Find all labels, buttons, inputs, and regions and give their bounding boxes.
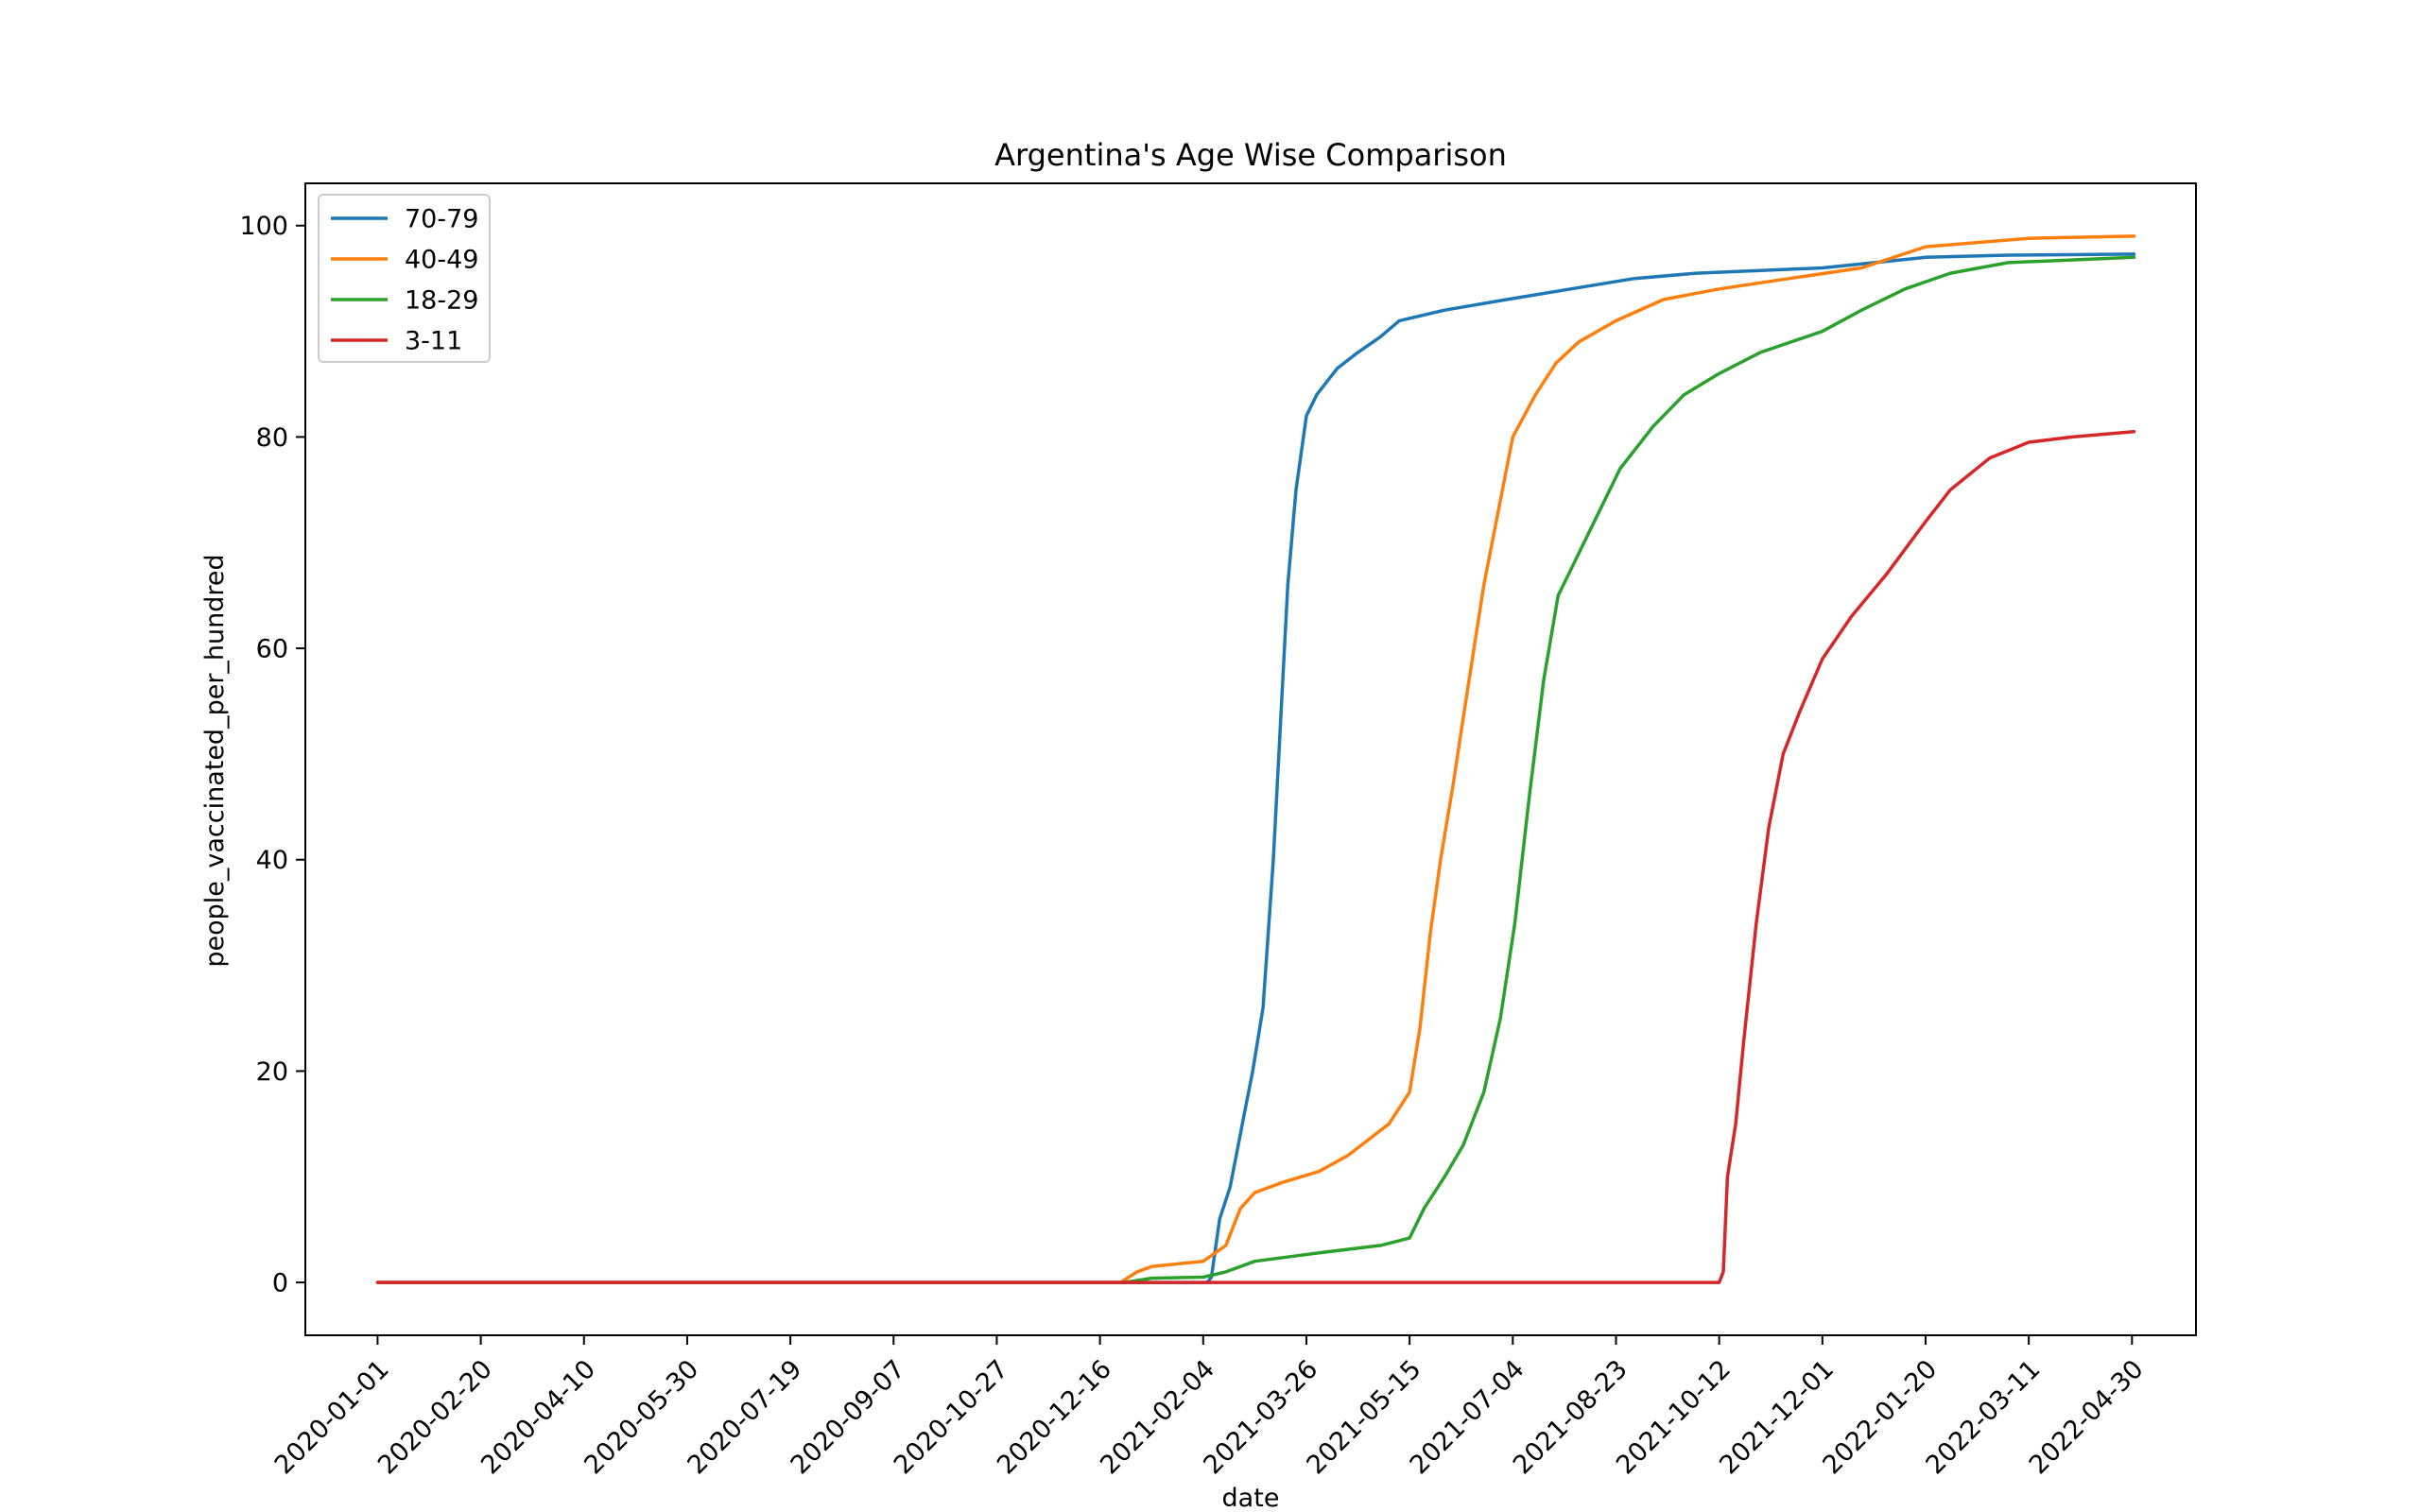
y-tick-label: 40 [256,846,288,875]
chart-title: Argentina's Age Wise Comparison [994,137,1507,173]
legend-frame [318,194,491,363]
series-line-40-49 [375,234,2136,1284]
series-line-18-29 [375,255,2136,1284]
legend-label-70-79: 70-79 [405,204,478,233]
series-line-70-79 [375,252,2136,1284]
y-tick-label: 60 [256,635,288,664]
y-tick-label: 20 [256,1057,288,1087]
y-axis: 0 20 40 60 80 100 [239,212,305,1298]
series-line-3-11 [375,430,2136,1284]
legend-label-18-29: 18-29 [405,285,478,315]
series-layer [375,234,2136,1284]
y-tick-label: 80 [256,423,288,453]
legend: 70-79 40-49 18-29 3-11 [318,194,491,363]
y-axis-label: people_vaccinated_per_hundred [200,554,230,967]
plot-frame [304,182,2197,1336]
legend-label-40-49: 40-49 [405,245,478,274]
legend-label-3-11: 3-11 [405,326,462,355]
x-axis-label: date [1222,1484,1280,1512]
y-tick-label: 0 [272,1269,288,1298]
y-tick-label: 100 [239,212,288,241]
